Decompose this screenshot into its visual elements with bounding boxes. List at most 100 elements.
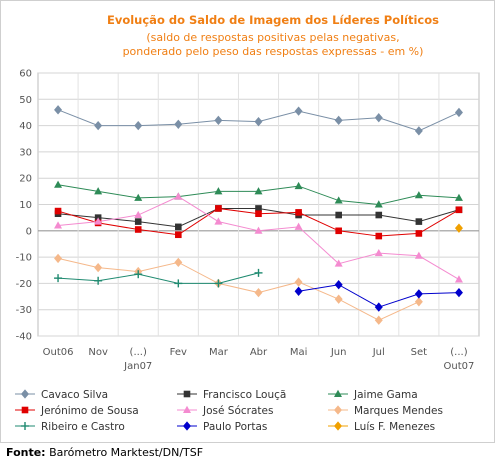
legend-item: José Sócrates — [177, 405, 273, 417]
data-point — [294, 181, 303, 190]
legend-marker — [21, 422, 29, 430]
y-tick-label: 20 — [19, 174, 32, 185]
data-point — [134, 120, 143, 131]
data-point — [214, 187, 223, 195]
legend-item: Francisco Louçã — [177, 389, 286, 401]
y-tick-label: -30 — [16, 305, 32, 316]
data-point — [175, 223, 182, 231]
data-point — [174, 119, 183, 129]
series-ribeiro-e-castro — [54, 268, 263, 288]
data-point — [455, 206, 463, 214]
data-point — [255, 205, 262, 212]
data-point — [334, 115, 343, 126]
data-point — [335, 227, 342, 235]
data-point — [254, 226, 263, 234]
data-point — [134, 226, 142, 233]
series-jos-s-crates — [54, 192, 463, 283]
y-tick-label: 50 — [19, 95, 32, 106]
data-point — [174, 279, 183, 288]
data-point — [54, 180, 63, 188]
x-tick-label: Out07 — [444, 361, 475, 372]
x-tick-label: (...) — [130, 347, 147, 358]
x-tick-label: Jul — [372, 347, 385, 358]
data-point — [374, 302, 383, 312]
series-cavaco-silva — [54, 105, 463, 136]
series-jer-nimo-de-sousa — [54, 205, 463, 240]
data-point — [134, 218, 142, 225]
data-point — [54, 274, 63, 283]
legend-marker — [21, 389, 29, 399]
data-point — [334, 196, 343, 204]
data-point — [375, 211, 383, 219]
data-point — [214, 217, 223, 225]
legend-item: Marques Mendes — [328, 405, 443, 417]
x-tick-label: (...) — [450, 347, 467, 358]
data-point — [214, 279, 223, 288]
series-line — [58, 272, 259, 284]
data-point — [454, 223, 463, 233]
series-lu-s-f-menezes — [454, 223, 463, 233]
source-text: Barómetro Marktest/DN/TSF — [45, 446, 204, 459]
data-point — [334, 259, 343, 267]
data-point — [294, 106, 303, 116]
data-point — [374, 200, 383, 208]
y-tick-label: -40 — [16, 332, 32, 343]
data-point — [134, 210, 143, 219]
data-point — [414, 251, 423, 259]
data-point — [414, 289, 423, 299]
data-point — [54, 221, 63, 229]
legend-item: Paulo Portas — [177, 421, 267, 433]
data-point — [54, 207, 62, 215]
data-point — [414, 126, 423, 136]
data-point — [335, 211, 342, 219]
data-point — [54, 253, 63, 264]
data-point — [254, 187, 263, 195]
data-point — [454, 287, 463, 298]
legend-label: Cavaco Silva — [41, 389, 108, 401]
y-tick-label: -20 — [16, 279, 32, 290]
chart-subtitle-line: (saldo de respostas positivas pelas nega… — [146, 31, 399, 44]
data-point — [294, 222, 303, 230]
x-tick-label: Abr — [250, 347, 268, 358]
legend-item: Ribeiro e Castro — [15, 421, 125, 433]
chart-frame: Evolução do Saldo de Imagem dos Líderes … — [0, 0, 495, 443]
legend-marker — [183, 405, 191, 413]
legend-marker — [21, 406, 29, 414]
x-tick-label: Mar — [209, 347, 229, 358]
x-tick-label: Out06 — [43, 347, 74, 358]
data-point — [174, 257, 183, 268]
data-point — [134, 193, 143, 201]
y-tick-label: 0 — [26, 226, 32, 237]
data-point — [255, 210, 262, 218]
series-jaime-gama — [54, 180, 463, 208]
y-tick-label: 60 — [19, 69, 32, 80]
legend-marker — [183, 390, 191, 398]
data-point — [454, 275, 463, 283]
data-point — [94, 262, 103, 273]
data-point — [134, 270, 143, 279]
data-point — [454, 193, 463, 201]
series-line — [57, 257, 420, 321]
data-point — [254, 268, 263, 277]
x-tick-label: Jun — [330, 347, 347, 358]
data-point — [334, 294, 343, 304]
legend-label: Paulo Portas — [203, 421, 267, 433]
legend-label: Ribeiro e Castro — [41, 421, 125, 433]
data-point — [414, 191, 423, 199]
legend-marker — [334, 405, 342, 415]
data-point — [214, 115, 223, 126]
data-point — [94, 217, 103, 225]
chart-subtitle-line: ponderado pelo peso das respostas expres… — [123, 45, 424, 58]
y-tick-label: -10 — [16, 253, 32, 264]
data-point — [254, 116, 263, 127]
data-point — [374, 315, 383, 325]
x-tick-label: Mai — [290, 347, 308, 358]
y-tick-label: 10 — [19, 200, 32, 211]
data-point — [254, 287, 263, 298]
data-point — [375, 232, 383, 240]
data-point — [94, 187, 103, 195]
legend-label: Jaime Gama — [353, 389, 418, 401]
data-point — [294, 286, 303, 296]
x-tick-label: Jan07 — [123, 361, 152, 372]
data-point — [54, 105, 63, 115]
